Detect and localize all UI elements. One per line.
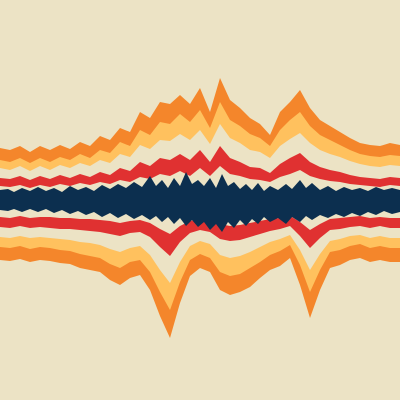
navy-core <box>0 172 400 232</box>
